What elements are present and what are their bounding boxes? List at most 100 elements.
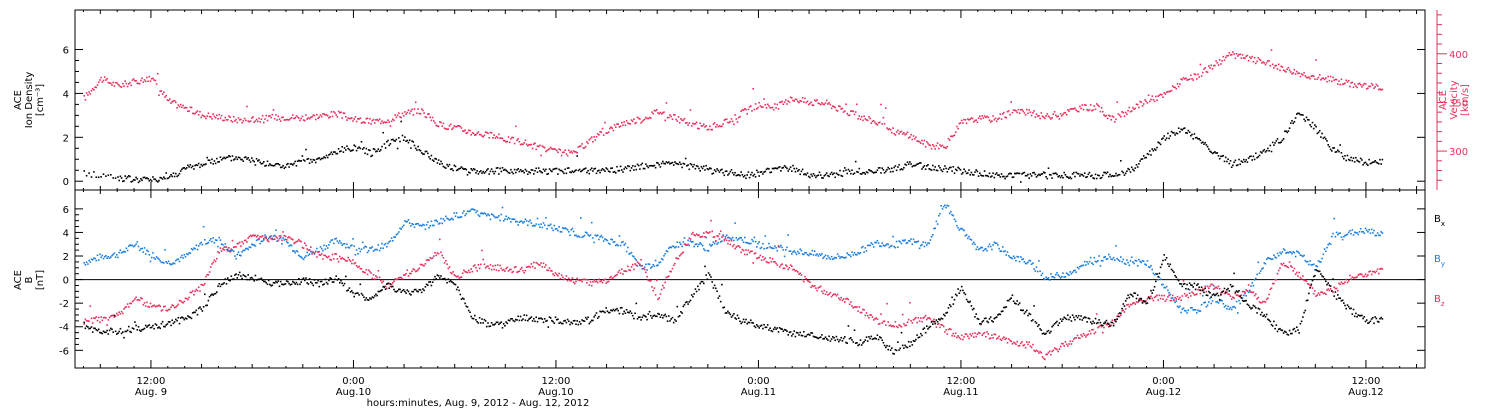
data-point: [477, 131, 480, 133]
data-point: [118, 330, 120, 333]
data-point: [392, 285, 394, 288]
data-point: [208, 115, 211, 118]
data-point: [1302, 275, 1304, 277]
data-point: [1334, 151, 1337, 153]
data-point: [969, 118, 971, 121]
data-point: [384, 147, 387, 149]
data-point: [506, 266, 509, 269]
data-point: [342, 284, 345, 287]
data-point: [1321, 77, 1323, 80]
data-point: [361, 294, 364, 296]
data-point: [1279, 69, 1281, 72]
data-point: [93, 327, 95, 330]
data-point: [537, 317, 540, 320]
data-point: [1074, 269, 1076, 272]
data-point: [827, 103, 829, 105]
data-point: [756, 108, 758, 110]
data-point: [152, 324, 154, 327]
data-point: [956, 125, 958, 128]
data-point: [1206, 71, 1209, 73]
data-point: [316, 113, 318, 116]
data-point: [405, 113, 407, 115]
data-point: [394, 278, 396, 280]
data-point: [537, 145, 540, 148]
data-point: [1322, 77, 1325, 79]
data-point: [1070, 108, 1073, 110]
data-point: [375, 119, 377, 121]
data-point: [1111, 115, 1114, 117]
data-point: [300, 160, 302, 162]
data-point: [815, 176, 817, 179]
data-point: [347, 147, 349, 150]
data-point: [1098, 325, 1100, 328]
data-point: [553, 148, 556, 150]
data-point: [252, 116, 254, 118]
data-point: [836, 173, 839, 176]
data-point: [760, 259, 763, 261]
data-point: [880, 245, 882, 247]
data-point: [466, 131, 469, 134]
data-point: [474, 314, 476, 317]
data-point: [692, 166, 694, 168]
data-point: [310, 250, 312, 253]
data-point: [1085, 176, 1087, 179]
data-point: [1085, 264, 1087, 266]
data-point: [1316, 265, 1319, 268]
data-point: [205, 275, 207, 278]
data-point: [924, 146, 927, 148]
data-point: [994, 242, 997, 244]
data-point: [219, 156, 222, 158]
data-point: [231, 249, 234, 251]
data-point: [433, 224, 435, 227]
data-point: [1273, 67, 1275, 69]
data-point: [987, 245, 990, 248]
data-point: [739, 320, 741, 323]
data-point: [1233, 161, 1235, 164]
data-point: [1147, 266, 1150, 268]
data-point: [96, 254, 99, 257]
data-point: [424, 286, 427, 288]
data-point: [1133, 169, 1135, 172]
data-point: [1199, 63, 1202, 66]
data-point: [295, 115, 298, 117]
data-point: [512, 270, 515, 273]
data-point: [731, 172, 734, 174]
data-point: [264, 280, 266, 283]
data-point: [382, 280, 384, 283]
data-point: [376, 150, 378, 152]
data-point: [911, 322, 914, 324]
data-point: [1273, 144, 1275, 146]
data-point: [419, 149, 422, 152]
data-point: [1352, 234, 1355, 236]
data-point: [242, 120, 245, 122]
data-point: [672, 321, 675, 324]
data-point: [1235, 300, 1238, 303]
data-point: [700, 125, 703, 127]
data-point: [240, 275, 242, 277]
data-point: [386, 283, 388, 285]
data-point: [910, 320, 912, 322]
data-point: [319, 246, 322, 248]
data-point: [889, 171, 892, 173]
data-point: [1321, 291, 1323, 293]
data-point: [131, 300, 134, 303]
data-point: [850, 110, 852, 112]
data-point: [1087, 333, 1090, 335]
data-point: [751, 110, 753, 112]
data-point: [1171, 131, 1174, 134]
data-point: [653, 314, 656, 317]
data-point: [490, 268, 493, 271]
data-point: [513, 320, 516, 323]
data-point: [290, 244, 293, 247]
data-point: [615, 172, 617, 174]
data-point: [901, 313, 904, 316]
data-point: [1164, 93, 1167, 95]
data-point: [531, 320, 534, 322]
data-point: [406, 111, 409, 114]
data-point: [142, 328, 145, 331]
data-point: [986, 249, 988, 252]
data-point: [118, 251, 120, 254]
data-point: [435, 219, 437, 222]
data-point: [495, 321, 498, 324]
data-point: [886, 243, 888, 245]
